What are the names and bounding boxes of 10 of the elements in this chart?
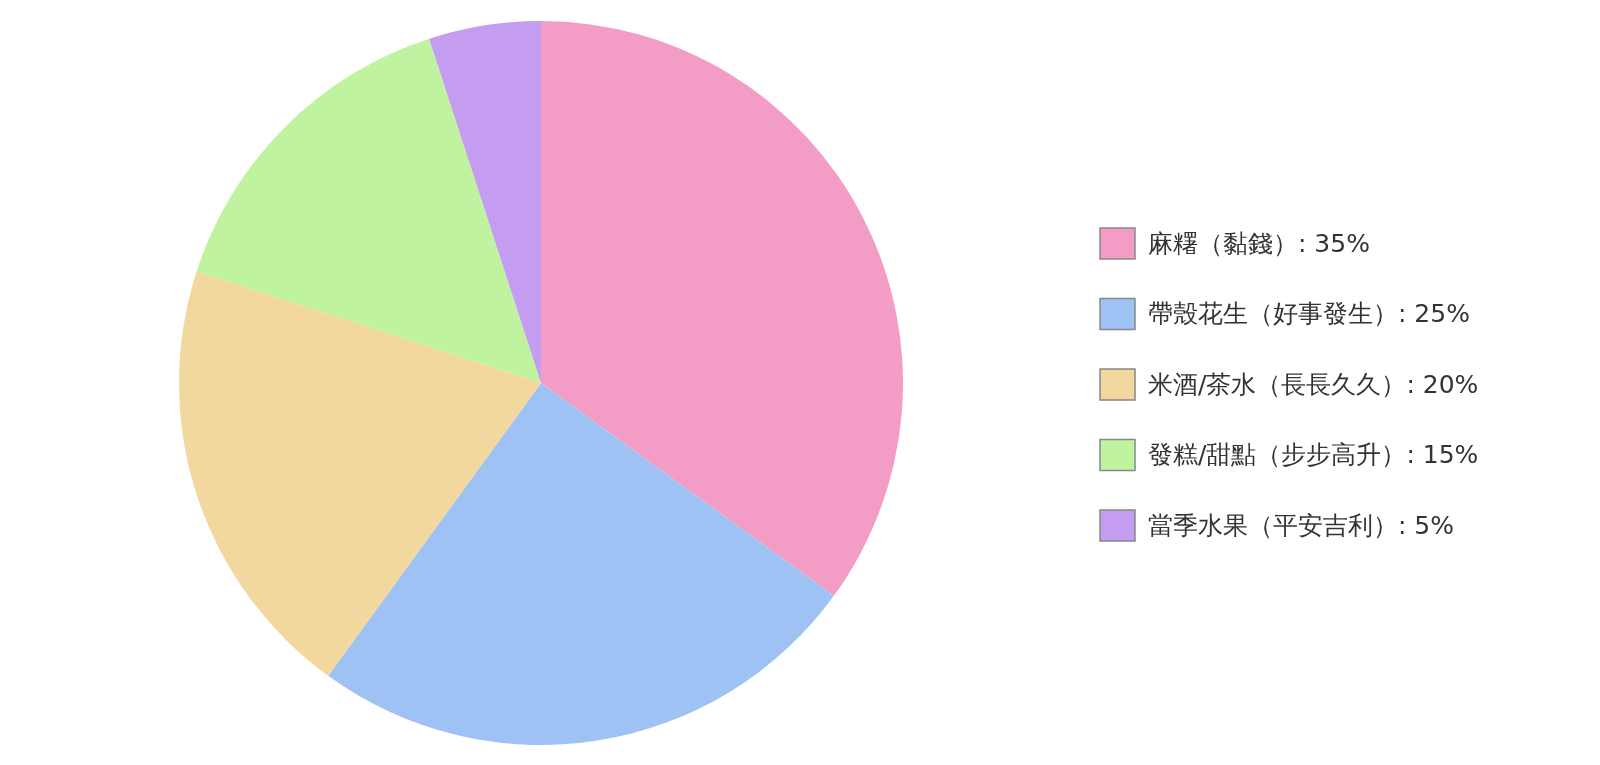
legend-label: 帶殼花生（好事發生）: 25% [1148,299,1470,328]
pie-slice [429,21,541,383]
pie-slice [196,38,541,383]
pie-slice [179,271,541,676]
pie-slice [328,383,834,745]
legend-label: 麻糬（黏錢）: 35% [1148,228,1370,258]
pie-slice [541,21,903,596]
legend-label: 發糕/甜點（步步高升）: 15% [1148,440,1479,469]
legend-label: 米酒/茶水（長長久久）: 20% [1148,369,1479,399]
legend-label: 當季水果（平安吉利）: 5% [1148,510,1455,540]
